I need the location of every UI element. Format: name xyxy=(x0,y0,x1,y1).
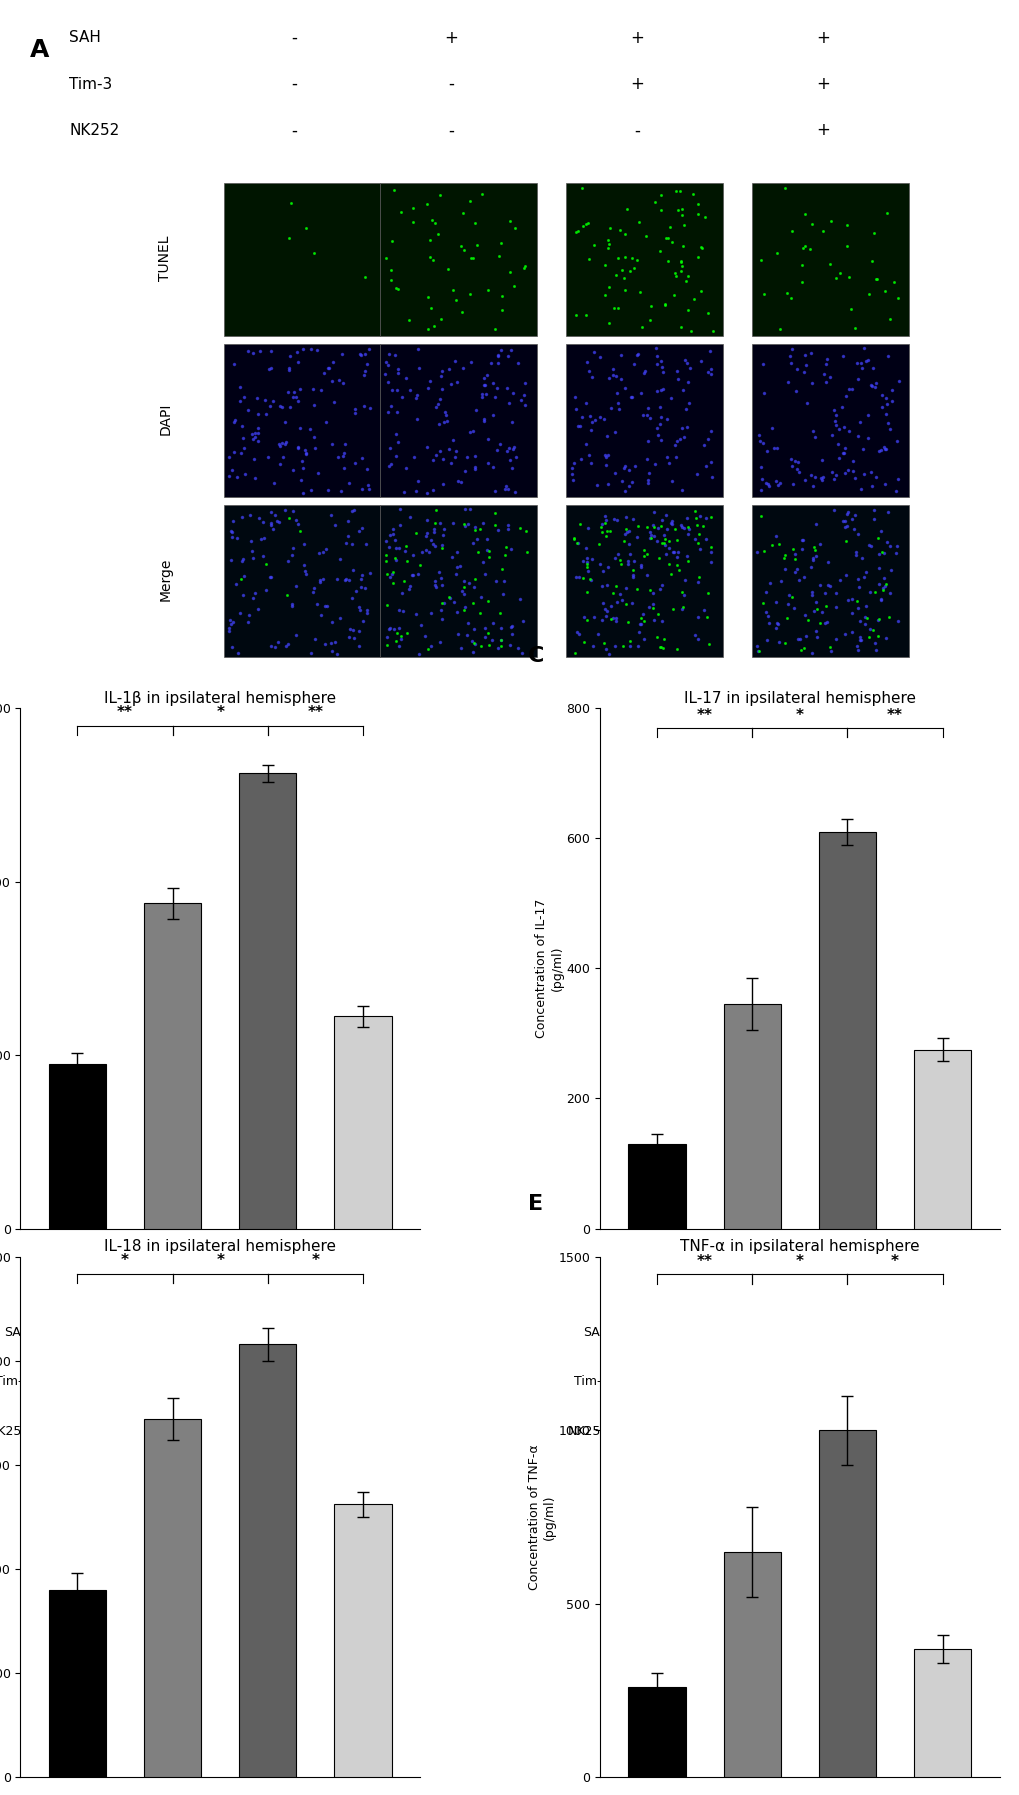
Text: TUNEL: TUNEL xyxy=(158,235,172,280)
Bar xyxy=(722,1003,780,1228)
FancyBboxPatch shape xyxy=(380,504,536,657)
Y-axis label: Concentration of IL-17
(pg/ml): Concentration of IL-17 (pg/ml) xyxy=(535,899,562,1038)
Text: Tim-3: Tim-3 xyxy=(0,1375,30,1389)
Text: -: - xyxy=(634,122,640,140)
Bar xyxy=(239,1344,297,1777)
Text: -: - xyxy=(654,1327,658,1339)
Bar xyxy=(334,1016,391,1228)
Text: C: C xyxy=(528,646,544,666)
Text: *: * xyxy=(311,1253,319,1269)
Text: +: + xyxy=(262,1375,273,1389)
FancyBboxPatch shape xyxy=(380,345,536,497)
Text: +: + xyxy=(444,29,458,47)
Bar xyxy=(144,1420,201,1777)
Text: -: - xyxy=(265,1425,270,1438)
Text: -: - xyxy=(448,75,453,93)
Bar xyxy=(818,831,875,1228)
FancyBboxPatch shape xyxy=(752,345,908,497)
Text: +: + xyxy=(630,75,644,93)
Text: +: + xyxy=(936,1327,947,1339)
Text: *: * xyxy=(121,1253,129,1269)
Bar xyxy=(239,774,297,1228)
FancyBboxPatch shape xyxy=(223,504,380,657)
Text: -: - xyxy=(845,1425,849,1438)
Text: **: ** xyxy=(307,705,323,720)
Text: *: * xyxy=(795,707,803,723)
Bar xyxy=(144,903,201,1228)
Text: -: - xyxy=(654,1375,658,1389)
Text: SAH: SAH xyxy=(69,31,101,45)
Text: +: + xyxy=(358,1327,368,1339)
FancyBboxPatch shape xyxy=(752,504,908,657)
Text: -: - xyxy=(170,1425,174,1438)
FancyBboxPatch shape xyxy=(223,183,380,336)
Text: *: * xyxy=(795,1255,803,1269)
Title: IL-1β in ipsilateral hemisphere: IL-1β in ipsilateral hemisphere xyxy=(104,691,336,705)
Bar xyxy=(628,1687,685,1777)
Text: Merge: Merge xyxy=(158,558,172,601)
Text: +: + xyxy=(167,1327,177,1339)
Text: -: - xyxy=(654,1425,658,1438)
Text: Tim-3: Tim-3 xyxy=(574,1375,608,1389)
Bar xyxy=(49,1064,106,1228)
Text: **: ** xyxy=(696,1255,712,1269)
Text: E: E xyxy=(528,1194,542,1215)
Text: +: + xyxy=(815,122,829,140)
Bar xyxy=(334,1504,391,1777)
FancyBboxPatch shape xyxy=(566,504,722,657)
Text: +: + xyxy=(842,1327,852,1339)
Text: Tim-3: Tim-3 xyxy=(69,77,112,92)
Text: *: * xyxy=(216,705,224,720)
Text: -: - xyxy=(448,122,453,140)
Title: IL-17 in ipsilateral hemisphere: IL-17 in ipsilateral hemisphere xyxy=(683,691,915,705)
Text: -: - xyxy=(291,29,298,47)
Text: +: + xyxy=(262,1327,273,1339)
FancyBboxPatch shape xyxy=(566,345,722,497)
Text: *: * xyxy=(890,1255,898,1269)
FancyBboxPatch shape xyxy=(566,183,722,336)
Text: +: + xyxy=(936,1425,947,1438)
Bar xyxy=(913,1650,970,1777)
Text: *: * xyxy=(216,1253,224,1269)
Text: -: - xyxy=(75,1425,79,1438)
FancyBboxPatch shape xyxy=(752,183,908,336)
Text: **: ** xyxy=(887,707,902,723)
Text: -: - xyxy=(291,122,298,140)
Text: -: - xyxy=(170,1375,174,1389)
Text: +: + xyxy=(746,1327,757,1339)
Text: +: + xyxy=(815,75,829,93)
FancyBboxPatch shape xyxy=(380,183,536,336)
Y-axis label: Concentration of TNF-α
(pg/ml): Concentration of TNF-α (pg/ml) xyxy=(527,1445,555,1590)
Text: DAPI: DAPI xyxy=(158,402,172,434)
Text: -: - xyxy=(75,1375,79,1389)
Text: -: - xyxy=(749,1375,754,1389)
Bar xyxy=(818,1431,875,1777)
Bar xyxy=(49,1590,106,1777)
Text: -: - xyxy=(75,1327,79,1339)
Text: +: + xyxy=(815,29,829,47)
Title: IL-18 in ipsilateral hemisphere: IL-18 in ipsilateral hemisphere xyxy=(104,1239,336,1255)
Text: NK252: NK252 xyxy=(0,1425,30,1438)
Title: TNF-α in ipsilateral hemisphere: TNF-α in ipsilateral hemisphere xyxy=(680,1239,919,1255)
Text: +: + xyxy=(358,1425,368,1438)
Text: +: + xyxy=(842,1375,852,1389)
Text: **: ** xyxy=(117,705,132,720)
Text: +: + xyxy=(358,1375,368,1389)
Bar xyxy=(628,1143,685,1228)
Text: **: ** xyxy=(696,707,712,723)
Text: NK252: NK252 xyxy=(568,1425,608,1438)
Text: +: + xyxy=(936,1375,947,1389)
Bar xyxy=(913,1050,970,1228)
Text: -: - xyxy=(749,1425,754,1438)
FancyBboxPatch shape xyxy=(223,345,380,497)
Text: A: A xyxy=(31,38,50,61)
Text: SAH: SAH xyxy=(4,1327,30,1339)
Text: +: + xyxy=(630,29,644,47)
Text: NK252: NK252 xyxy=(69,124,119,138)
Text: SAH: SAH xyxy=(583,1327,608,1339)
Text: -: - xyxy=(291,75,298,93)
Bar xyxy=(722,1551,780,1777)
